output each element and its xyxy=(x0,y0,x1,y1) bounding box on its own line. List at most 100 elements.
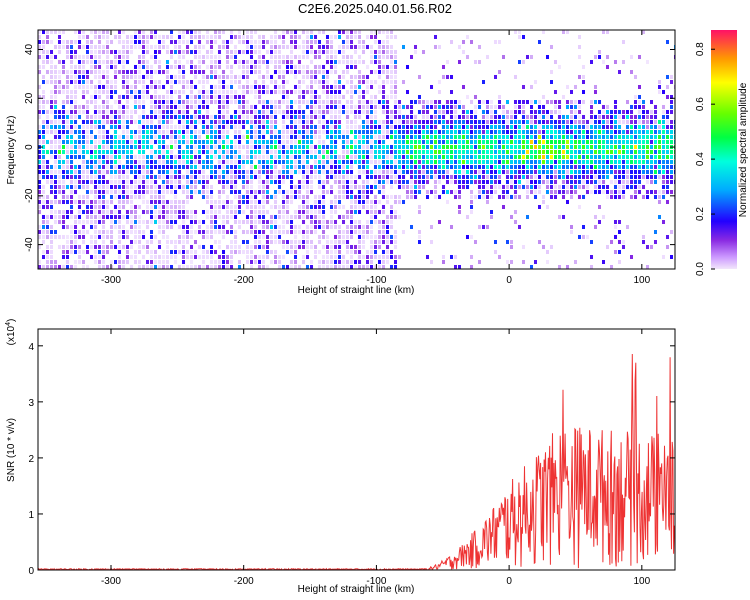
spectrogram-cell xyxy=(278,155,281,159)
spectrogram-cell xyxy=(478,125,481,129)
spectrogram-cell xyxy=(106,185,109,189)
spectrogram-cell xyxy=(470,175,473,179)
spectrogram-cell xyxy=(214,165,217,169)
spectrogram-cell xyxy=(146,155,149,159)
spectrogram-cell xyxy=(506,100,509,104)
spectrogram-cell xyxy=(462,130,465,134)
spectrogram-cell xyxy=(198,265,201,269)
spectrogram-cell xyxy=(178,55,181,59)
spectrogram-cell xyxy=(154,255,157,259)
spectrogram-cell xyxy=(334,225,337,229)
spectrogram-cell xyxy=(222,75,225,79)
spectrogram-cell xyxy=(42,225,45,229)
spectrogram-cell xyxy=(174,40,177,44)
spectrogram-cell xyxy=(630,185,633,189)
spectrogram-cell xyxy=(334,240,337,244)
spectrogram-cell xyxy=(474,180,477,184)
spectrogram-cell xyxy=(234,125,237,129)
spectrogram-cell xyxy=(90,85,93,89)
spectrogram-cell xyxy=(118,165,121,169)
spectrogram-cell xyxy=(114,205,117,209)
spectrogram-cell xyxy=(66,110,69,114)
spectrogram-cell xyxy=(370,190,373,194)
spectrogram-cell xyxy=(234,45,237,49)
spectrogram-cell xyxy=(262,120,265,124)
spectrogram-cell xyxy=(238,200,241,204)
spectrogram-cell xyxy=(154,85,157,89)
spectrogram-cell xyxy=(250,250,253,254)
spectrogram-cell xyxy=(382,30,385,34)
spectrogram-cell xyxy=(46,100,49,104)
spectrogram-cell xyxy=(310,110,313,114)
spectrogram-cell xyxy=(514,75,517,79)
spectrogram-cell xyxy=(302,150,305,154)
spectrogram-cell xyxy=(382,80,385,84)
spectrogram-cell xyxy=(494,120,497,124)
spectrogram-cell xyxy=(390,210,393,214)
spectrogram-cell xyxy=(54,95,57,99)
spectrogram-cell xyxy=(250,40,253,44)
spectrogram-cell xyxy=(178,50,181,54)
spectrogram-cell xyxy=(614,235,617,239)
spectrogram-cell xyxy=(454,115,457,119)
spectrogram-cell xyxy=(214,35,217,39)
spectrogram-cell xyxy=(350,125,353,129)
spectrogram-cell xyxy=(82,185,85,189)
spectrogram-cell xyxy=(138,155,141,159)
spectrogram-cell xyxy=(378,90,381,94)
spectrogram-cell xyxy=(86,265,89,269)
spectrogram-cell xyxy=(70,235,73,239)
spectrogram-cell xyxy=(658,90,661,94)
spectrogram-cell xyxy=(78,75,81,79)
spectrogram-cell xyxy=(110,265,113,269)
spectrogram-cell xyxy=(290,130,293,134)
spectrogram-cell xyxy=(242,240,245,244)
spectrogram-cell xyxy=(278,170,281,174)
spectrogram-cell xyxy=(114,185,117,189)
spectrogram-cell xyxy=(46,40,49,44)
spectrogram-cell xyxy=(438,160,441,164)
spectrogram-cell xyxy=(250,170,253,174)
spectrogram-cell xyxy=(346,185,349,189)
spectrogram-cell xyxy=(162,235,165,239)
spectrogram-cell xyxy=(42,150,45,154)
spectrogram-cell xyxy=(190,260,193,264)
spectrogram-cell xyxy=(234,135,237,139)
spectrogram-cell xyxy=(658,170,661,174)
spectrogram-cell xyxy=(334,250,337,254)
spectrogram-cell xyxy=(50,260,53,264)
spectrogram-cell xyxy=(394,150,397,154)
spectrogram-cell xyxy=(310,95,313,99)
spectrogram-cell xyxy=(50,155,53,159)
spectrogram-cell xyxy=(418,95,421,99)
spectrogram-cell xyxy=(158,225,161,229)
spectrogram-cell xyxy=(366,170,369,174)
spectrogram-cell xyxy=(618,175,621,179)
spectrogram-cell xyxy=(310,140,313,144)
spectrogram-cell xyxy=(246,105,249,109)
spectrogram-cell xyxy=(142,65,145,69)
spectrogram-cell xyxy=(38,165,41,169)
spectrogram-cell xyxy=(510,140,513,144)
spectrogram-cell xyxy=(386,125,389,129)
spectrogram-cell xyxy=(290,140,293,144)
spectrogram-cell xyxy=(370,115,373,119)
spectrogram-cell xyxy=(210,245,213,249)
spectrogram-cell xyxy=(442,155,445,159)
spectrogram-cell xyxy=(562,175,565,179)
spectrogram-cell xyxy=(618,190,621,194)
spectrogram-cell xyxy=(446,140,449,144)
spectrogram-cell xyxy=(626,145,629,149)
spectrogram-cell xyxy=(426,120,429,124)
spectrogram-cell xyxy=(630,195,633,199)
spectrogram-cell xyxy=(142,30,145,34)
spectrogram-cell xyxy=(306,65,309,69)
spectrogram-cell xyxy=(654,150,657,154)
spectrogram-cell xyxy=(298,130,301,134)
spectrogram-cell xyxy=(86,135,89,139)
spectrogram-cell xyxy=(554,125,557,129)
spectrogram-cell xyxy=(138,140,141,144)
spectrogram-cell xyxy=(326,95,329,99)
spectrogram-cell xyxy=(266,175,269,179)
spectrogram-cell xyxy=(290,115,293,119)
